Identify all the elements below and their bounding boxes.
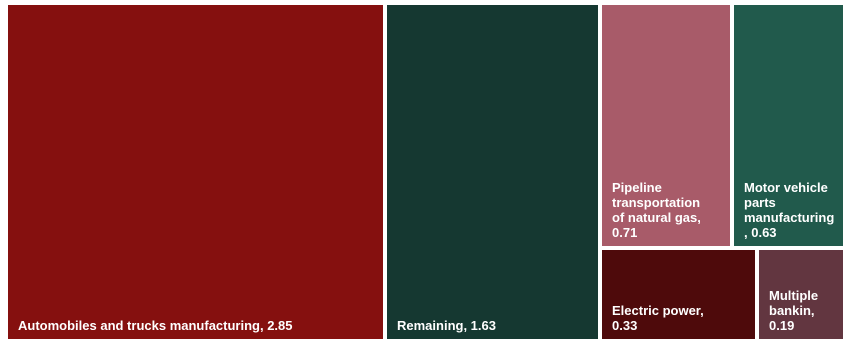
treemap-tile-multiple-banking: Multiple bankin, 0.19 (759, 250, 843, 339)
treemap-label-pipeline: Pipeline transportation of natural gas, … (612, 180, 701, 240)
treemap-label-motor-vehicle-parts: Motor vehicle parts manufacturing , 0.63 (744, 180, 835, 240)
treemap-tile-pipeline: Pipeline transportation of natural gas, … (602, 5, 730, 246)
treemap-tile-remaining: Remaining, 1.63 (387, 5, 598, 339)
treemap-label-electric-power: Electric power, 0.33 (612, 303, 704, 333)
treemap-tile-electric-power: Electric power, 0.33 (602, 250, 755, 339)
treemap-label-multiple-banking: Multiple bankin, 0.19 (769, 288, 819, 333)
treemap-tile-automobiles: Automobiles and trucks manufacturing, 2.… (8, 5, 383, 339)
treemap-label-automobiles: Automobiles and trucks manufacturing, 2.… (18, 318, 293, 333)
treemap-tile-motor-vehicle-parts: Motor vehicle parts manufacturing , 0.63 (734, 5, 843, 246)
treemap-label-remaining: Remaining, 1.63 (397, 318, 496, 333)
